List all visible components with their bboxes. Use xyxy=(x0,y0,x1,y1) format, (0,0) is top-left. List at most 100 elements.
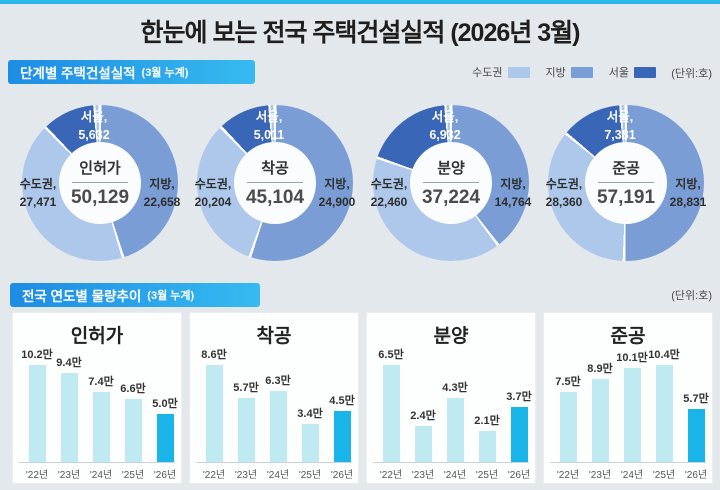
bar-chart-title: 준공 xyxy=(610,326,646,347)
bar-value-label: 8.9만 xyxy=(587,363,613,375)
bar-category-label: '24년 xyxy=(620,470,644,481)
legend-label-seoul: 서울 xyxy=(608,67,629,79)
donut-jibang-name: 지방, xyxy=(675,177,701,191)
bar xyxy=(92,392,110,462)
axis-line xyxy=(19,462,175,463)
donut-chart: 준공 57,191 서울, 7,381 수도권, 28,360 지방, 28,831 xyxy=(538,101,714,277)
donut-jibang-label: 지방, 22,658 xyxy=(130,175,194,211)
bar-category-label: '25년 xyxy=(475,470,499,481)
donut-sudogwon-label: 수도권, 22,460 xyxy=(357,175,421,211)
donut-seoul-value: 5,011 xyxy=(253,128,285,142)
bar xyxy=(382,365,400,462)
bar-value-label: 7.5만 xyxy=(555,376,581,388)
bar-chart-card: 착공 8.6만 '22년 5.7만 '23년 6.3만 '24년 3.4만 '25년 4.5만 '2… xyxy=(189,312,359,484)
bar-value-label: 5.0만 xyxy=(152,398,178,410)
donut-center-divider xyxy=(423,182,479,183)
donut-center-divider xyxy=(598,182,654,183)
donut-sudogwon-value: 20,204 xyxy=(194,195,232,209)
bar xyxy=(60,373,78,462)
bar-category-label: '26년 xyxy=(507,470,531,481)
donut-center-divider xyxy=(247,182,303,183)
bar-category-label: '25년 xyxy=(298,470,322,481)
bar-chart-card: 분양 6.5만 '22년 2.4만 '23년 4.3만 '24년 2.1만 '25년 3.7만 '2… xyxy=(366,312,536,484)
donut-jibang-value: 14,764 xyxy=(494,195,532,209)
bar-value-label: 4.5만 xyxy=(329,395,355,407)
bar-category-label: '22년 xyxy=(25,470,49,481)
donut-seoul-name: 서울, xyxy=(80,110,108,124)
bar-value-label: 10.1만 xyxy=(616,352,648,364)
bar xyxy=(301,424,319,462)
donut-seoul-value: 7,381 xyxy=(604,128,636,142)
section-header-bars-suffix: (3월 누계) xyxy=(147,290,195,302)
bar xyxy=(414,426,432,462)
donut-jibang-name: 지방, xyxy=(500,177,526,191)
bar-value-label: 3.4만 xyxy=(297,408,323,420)
bar-category-label: '23년 xyxy=(588,470,612,481)
donut-seoul-name: 서울, xyxy=(606,110,634,124)
donut-center-title: 착공 xyxy=(261,160,289,177)
donut-hole: 준공 57,191 xyxy=(585,142,667,224)
bar-value-label: 6.3만 xyxy=(265,375,291,387)
donut-chart: 착공 45,104 서울, 5,011 수도권, 20,204 지방, 24,900 xyxy=(187,101,363,277)
bar-value-label: 5.7만 xyxy=(233,382,259,394)
bar-value-label: 9.4만 xyxy=(56,357,82,369)
bar-chart-card: 준공 7.5만 '22년 8.9만 '23년 10.1만 '24년 10.4만 '25년 5.7만… xyxy=(543,312,713,484)
donut-jibang-value: 22,658 xyxy=(143,195,181,209)
donut-seoul-value: 6,932 xyxy=(429,128,461,142)
donut-chart: 분양 37,224 서울, 6,932 수도권, 22,460 지방, 14,764 xyxy=(363,101,539,277)
legend-swatch-jibang xyxy=(570,66,593,78)
donut-hole: 분양 37,224 xyxy=(410,142,492,224)
unit-label-bars: (단위:호) xyxy=(671,290,712,302)
bar xyxy=(28,365,46,462)
donut-jibang-value: 28,831 xyxy=(669,195,707,209)
donut-jibang-name: 지방, xyxy=(324,177,350,191)
bar-value-label: 8.6만 xyxy=(201,349,227,361)
donut-jibang-label: 지방, 24,900 xyxy=(305,175,369,211)
bar-value-label: 6.5만 xyxy=(378,349,404,361)
bar-value-label: 10.4만 xyxy=(648,349,680,361)
donut-center-title: 준공 xyxy=(612,160,640,177)
donut-seoul-label: 서울, 5,011 xyxy=(203,108,335,144)
donut-jibang-name: 지방, xyxy=(149,177,175,191)
section-header-donuts: 단계별 주택건설실적 (3월 누계) xyxy=(8,60,255,84)
bar-category-label: '22년 xyxy=(556,470,580,481)
bar-category-label: '24년 xyxy=(89,470,113,481)
bar-value-label: 2.4만 xyxy=(410,410,436,422)
donut-seoul-value: 5,632 xyxy=(78,128,110,142)
donut-sudogwon-label: 수도권, 28,360 xyxy=(532,175,596,211)
donut-sudogwon-name: 수도권, xyxy=(370,177,408,191)
bar-category-label: '22년 xyxy=(202,470,226,481)
section-header-bars: 전국 연도별 물량추이 (3월 누계) xyxy=(10,283,260,307)
donut-hole: 착공 45,104 xyxy=(234,142,316,224)
bar-category-label: '22년 xyxy=(379,470,403,481)
bar xyxy=(478,431,496,462)
section-header-donuts-label: 단계별 주택건설실적 xyxy=(20,66,136,81)
donut-center-total: 37,224 xyxy=(421,187,481,208)
bar xyxy=(269,391,287,462)
donut-sudogwon-value: 22,460 xyxy=(370,195,408,209)
bar-value-label: 5.7만 xyxy=(683,393,709,405)
unit-label-donuts: (단위:호) xyxy=(671,68,712,80)
donut-center-total: 50,129 xyxy=(70,187,130,208)
donut-seoul-label: 서울, 6,932 xyxy=(379,108,511,144)
bar-value-label: 3.7만 xyxy=(506,391,532,403)
bar xyxy=(124,399,142,462)
bar-category-label: '26년 xyxy=(684,470,708,481)
bar-value-label: 6.6만 xyxy=(120,383,146,395)
bar xyxy=(623,368,641,462)
bar xyxy=(333,411,351,462)
bar-value-label: 7.4만 xyxy=(88,376,114,388)
bar-category-label: '24년 xyxy=(443,470,467,481)
donut-jibang-value: 24,900 xyxy=(318,195,356,209)
top-accent-strip xyxy=(0,0,720,4)
bar-chart-title: 인허가 xyxy=(70,326,124,347)
bar-value-label: 2.1만 xyxy=(474,415,500,427)
bar-category-label: '24년 xyxy=(266,470,290,481)
donut-sudogwon-name: 수도권, xyxy=(194,177,232,191)
bar-category-label: '23년 xyxy=(57,470,81,481)
section-header-donuts-suffix: (3월 누계) xyxy=(141,67,189,79)
chart-legend: 수도권 지방 서울 xyxy=(472,64,656,80)
donut-sudogwon-value: 27,471 xyxy=(19,195,57,209)
donut-hole: 인허가 50,129 xyxy=(59,142,141,224)
donut-sudogwon-name: 수도권, xyxy=(545,177,583,191)
